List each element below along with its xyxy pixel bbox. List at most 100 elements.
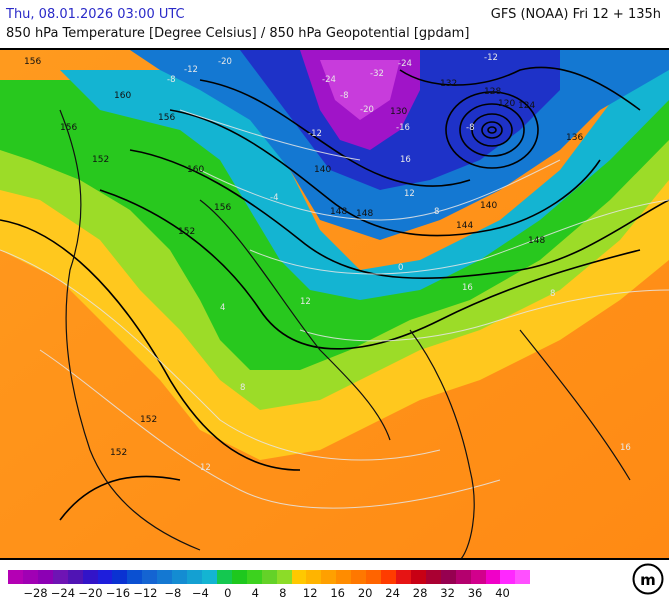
legend-swatch xyxy=(246,570,262,584)
temperature-label: -20 xyxy=(360,105,374,115)
legend-swatch xyxy=(425,570,441,584)
temperature-label: 8 xyxy=(550,289,555,299)
temperature-label: -8 xyxy=(466,123,474,133)
temperature-label: 12 xyxy=(404,189,415,199)
legend-tick-label: −8 xyxy=(164,586,182,600)
temperature-color-scale xyxy=(8,570,531,584)
legend-tick-label: −20 xyxy=(78,586,103,600)
temperature-label: 8 xyxy=(240,383,245,393)
legend-tick-label: 24 xyxy=(385,586,400,600)
legend-tick-label: 40 xyxy=(495,586,510,600)
temperature-label: -12 xyxy=(184,65,198,75)
geopotential-label: 152 xyxy=(110,448,127,458)
legend-swatch xyxy=(485,570,501,584)
geopotential-label: 156 xyxy=(60,123,77,133)
magenta-cold-core xyxy=(320,60,400,120)
temperature-label: -16 xyxy=(396,123,410,133)
geopotential-label: 136 xyxy=(566,133,583,143)
temperature-label: -4 xyxy=(270,193,278,203)
coastlines xyxy=(59,109,631,558)
legend-swatch xyxy=(22,570,38,584)
geopotential-label: 128 xyxy=(484,87,501,97)
temperature-label: -8 xyxy=(167,75,175,85)
legend-tick-label: −4 xyxy=(191,586,209,600)
legend-swatch xyxy=(97,570,113,584)
geopotential-label: 132 xyxy=(440,79,457,89)
legend-swatch xyxy=(8,570,23,584)
legend-swatch xyxy=(515,570,531,584)
legend-swatch xyxy=(142,570,158,584)
geopotential-label: 130 xyxy=(390,107,407,117)
legend-swatch xyxy=(187,570,202,584)
temperature-field-svg: 156 160 156 156 152 152 152 160 156 148 … xyxy=(0,50,669,558)
legend-swatch xyxy=(37,570,53,584)
temperature-label: -20 xyxy=(218,57,232,67)
legend-swatch xyxy=(82,570,98,584)
geopotential-label: 148 xyxy=(528,236,545,246)
legend-swatch xyxy=(201,570,217,584)
legend-swatch xyxy=(172,570,188,584)
legend-tick-label: 36 xyxy=(467,586,483,600)
legend-swatch xyxy=(291,570,307,584)
geopotential-label: 160 xyxy=(187,165,204,175)
legend-swatch xyxy=(231,570,247,584)
geopotential-label: 140 xyxy=(314,165,331,175)
geopotential-label: 160 xyxy=(114,91,131,101)
temperature-label: -24 xyxy=(322,75,336,85)
geopotential-contours xyxy=(0,66,669,521)
legend-swatch xyxy=(500,570,516,584)
geopotential-label: 124 xyxy=(518,101,535,111)
legend-tick-label: −28 xyxy=(23,586,48,600)
temperature-label: -12 xyxy=(308,129,322,139)
temperature-label: -32 xyxy=(370,69,384,79)
geopotential-label: 152 xyxy=(140,415,157,425)
temperature-isotherms xyxy=(0,109,669,509)
legend-swatch xyxy=(410,570,426,584)
legend-swatch xyxy=(127,570,143,584)
model-run: GFS (NOAA) Fri 12 + 135h xyxy=(490,7,661,22)
legend-swatch xyxy=(395,570,411,584)
weather-map[interactable]: 156 160 156 156 152 152 152 160 156 148 … xyxy=(0,48,669,560)
legend-tick-label: −24 xyxy=(50,586,76,600)
legend-tick-label: −12 xyxy=(133,586,158,600)
legend-swatch xyxy=(112,570,128,584)
legend-tick-label: −16 xyxy=(105,586,131,600)
geopotential-labels: 156 160 156 156 152 152 152 160 156 148 … xyxy=(24,57,583,458)
map-variables-title: 850 hPa Temperature [Degree Celsius] / 8… xyxy=(6,26,470,41)
legend-swatch xyxy=(336,570,352,584)
legend-tick-label: 0 xyxy=(224,586,232,600)
legend-tick-label: 16 xyxy=(330,586,345,600)
geopotential-label: 152 xyxy=(92,155,109,165)
logo-glyph: m xyxy=(640,571,656,589)
temperature-label: 12 xyxy=(300,297,311,307)
legend-tick-label: 32 xyxy=(440,586,455,600)
legend-tick-label: 12 xyxy=(302,586,318,600)
legend-swatch xyxy=(366,570,382,584)
legend-swatch xyxy=(470,570,486,584)
geopotential-label: 152 xyxy=(178,227,195,237)
meteologix-logo[interactable]: m xyxy=(632,563,664,595)
legend-tick-label: 28 xyxy=(412,586,428,600)
legend-tick-label: 8 xyxy=(279,586,287,600)
legend-swatch xyxy=(67,570,83,584)
legend-tick-label: 4 xyxy=(251,586,259,600)
temperature-label: 12 xyxy=(200,463,211,473)
legend-swatch xyxy=(321,570,337,584)
geopotential-label: 148 xyxy=(356,209,373,219)
legend-swatch xyxy=(216,570,232,584)
temperature-label: 8 xyxy=(434,207,439,217)
temperature-labels: -32 -24 -20 -24 -20 -12 -8 -4 0 4 8 12 1… xyxy=(167,53,631,473)
valid-datetime: Thu, 08.01.2026 03:00 UTC xyxy=(6,7,185,22)
temperature-label: 16 xyxy=(620,443,631,453)
legend-swatch xyxy=(157,570,173,584)
geopotential-label: 156 xyxy=(24,57,41,67)
temperature-label: 0 xyxy=(398,263,403,273)
legend-tick-label: 20 xyxy=(357,586,373,600)
temperature-label: -24 xyxy=(398,59,412,69)
geopotential-label: 156 xyxy=(214,203,231,213)
temperature-label: 16 xyxy=(400,155,411,165)
legend-swatch xyxy=(261,570,277,584)
temperature-label: 4 xyxy=(220,303,225,313)
temperature-label: -12 xyxy=(484,53,498,63)
geopotential-label: 144 xyxy=(456,221,473,231)
